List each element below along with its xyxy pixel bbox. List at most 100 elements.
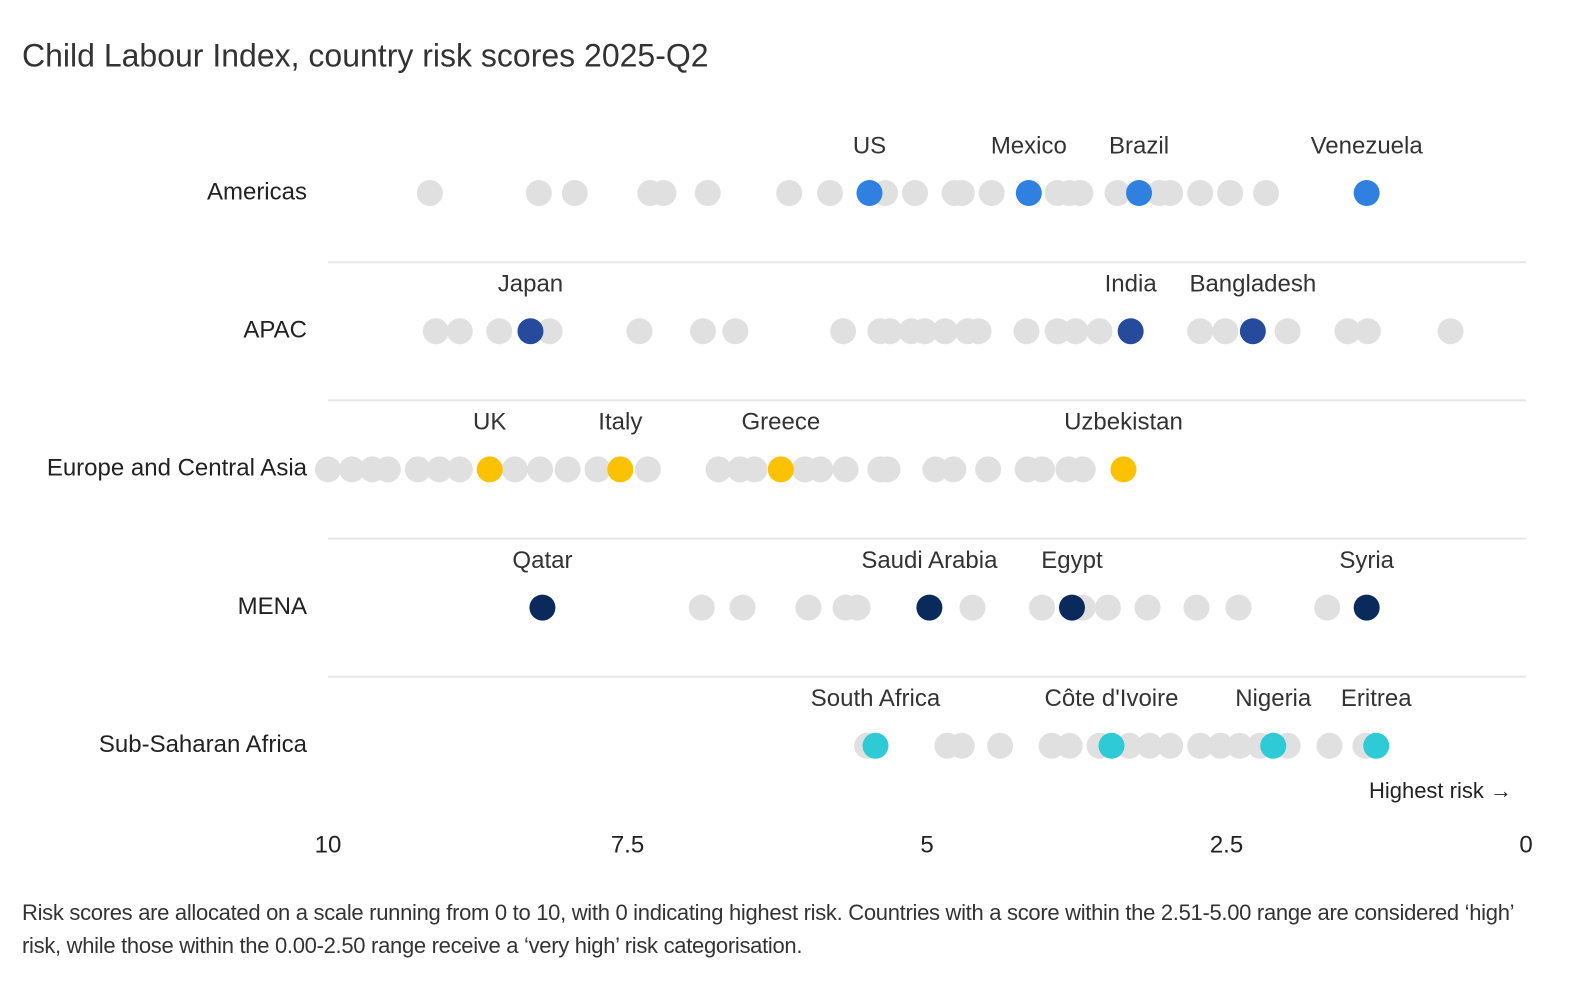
row-label: Sub-Saharan Africa [99,731,308,758]
dot [807,456,834,483]
row-label: Americas [207,178,307,205]
highlight-label: Venezuela [1311,132,1424,159]
dot [1013,318,1040,345]
highlight-dot [916,594,943,621]
chart: Child Labour Index, country risk scores … [22,37,1533,858]
dot [1086,318,1113,345]
dot [1217,180,1244,206]
dot [1183,594,1210,621]
dot [844,594,871,621]
dot [1094,594,1121,621]
dot [1038,732,1065,759]
dot [876,318,903,345]
dot [1226,732,1253,759]
dot [1437,318,1464,345]
dot [374,456,401,483]
dot [705,456,732,483]
dot [1136,732,1163,759]
dot [795,594,822,621]
dot [776,180,803,206]
highlight-label: Italy [598,409,642,436]
highlight-label: Nigeria [1235,685,1312,712]
dot [830,318,857,345]
dot [1067,180,1094,206]
dot [1187,732,1214,759]
dot [634,456,661,483]
highlight-label: Saudi Arabia [861,547,998,574]
dot [315,456,341,483]
dot [978,180,1005,206]
highlight-dot [856,180,883,206]
dot [688,594,715,621]
dot [561,180,588,206]
highlight-dot [1353,180,1380,206]
highlight-dot [1353,594,1380,621]
dot [1044,318,1071,345]
row-label: Europe and Central Asia [47,455,308,482]
dot [404,456,431,483]
dot [948,180,975,206]
dot [338,456,365,483]
chart-title: Child Labour Index, country risk scores … [22,37,709,73]
dot [911,318,938,345]
dot [1316,732,1343,759]
highlight-label: Uzbekistan [1064,409,1183,436]
dot [1207,732,1234,759]
dot [1157,180,1184,206]
dot [729,594,756,621]
dot [422,318,449,345]
highlight-label: South Africa [811,685,941,712]
dot [584,456,611,483]
dot [446,318,473,345]
highlight-dot [767,456,794,483]
dot [722,318,749,345]
highlight-dot [1126,180,1153,206]
highlight-label: Greece [741,409,820,436]
highlight-label: Mexico [991,132,1067,159]
highlight-label: US [853,132,886,159]
dot [1187,180,1214,206]
dot [1354,318,1381,345]
row-label: MENA [238,593,307,620]
dot [1225,594,1252,621]
highlight-label: Japan [498,271,563,298]
dot [1134,594,1161,621]
dot [987,732,1014,759]
footnote: Risk scores are allocated on a scale run… [22,900,1514,958]
dot [1062,318,1089,345]
highlight-dot [1098,732,1125,759]
dot [922,456,949,483]
dot [1029,456,1056,483]
dot [650,180,677,206]
dot [689,318,716,345]
highlight-dot [1239,318,1266,345]
dot [1116,732,1143,759]
highlight-dot [1015,180,1042,206]
highlight-label: UK [473,409,506,436]
highlight-dot [1110,456,1137,483]
highlight-dot [476,456,503,483]
dot [536,318,563,345]
dot [1104,180,1131,206]
dot [1069,456,1096,483]
highlight-label: Brazil [1109,132,1169,159]
highlight-dot [607,456,634,483]
dot [832,456,859,483]
annotation: Highest risk → [1369,778,1512,803]
highlight-dot [1260,732,1287,759]
dot [931,318,958,345]
highlight-dot [862,732,889,759]
row-label: APAC [243,317,307,344]
dot [426,456,453,483]
dot [416,180,443,206]
x-tick-label: 10 [315,831,342,858]
dot [554,456,581,483]
dot [1187,318,1214,345]
highlight-dot [1363,732,1390,759]
dot [1157,732,1184,759]
dot [940,456,967,483]
dot [874,456,901,483]
dot [959,594,986,621]
highlight-dot [517,318,544,345]
highlight-label: Syria [1339,547,1394,574]
